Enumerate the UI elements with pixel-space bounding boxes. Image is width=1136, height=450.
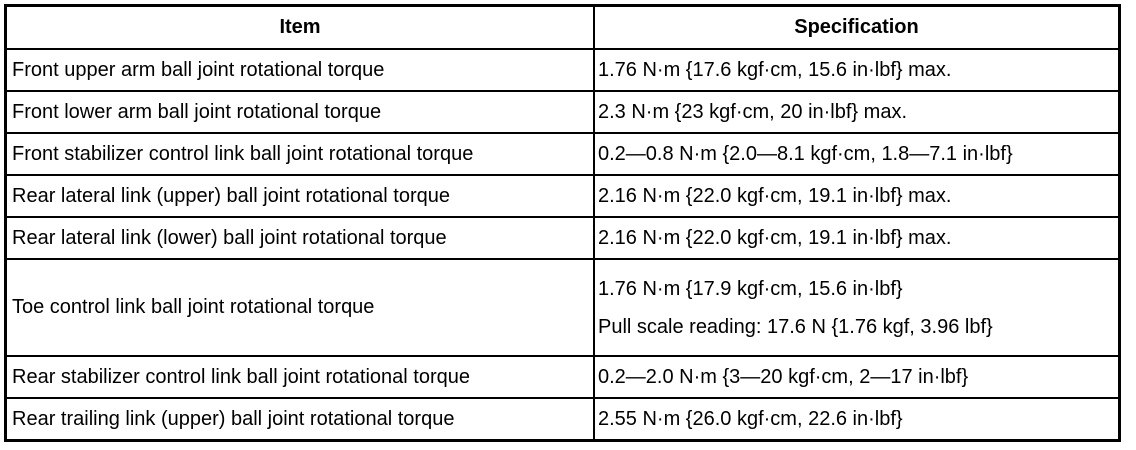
item-cell: Rear trailing link (upper) ball joint ro… xyxy=(4,397,595,442)
item-cell: Front stabilizer control link ball joint… xyxy=(4,132,595,176)
spacer xyxy=(598,301,1118,315)
item-cell: Rear lateral link (lower) ball joint rot… xyxy=(4,216,595,260)
item-cell: Rear lateral link (upper) ball joint rot… xyxy=(4,174,595,218)
item-cell: Front lower arm ball joint rotational to… xyxy=(4,90,595,134)
table-row: Rear lateral link (upper) ball joint rot… xyxy=(4,174,1121,218)
spec-cell: 2.3 N·m {23 kgf·cm, 20 in·lbf} max. xyxy=(593,90,1121,134)
header-row: Item Specification xyxy=(4,4,1121,50)
table-row: Front stabilizer control link ball joint… xyxy=(4,132,1121,176)
spec-cell: 0.2—2.0 N·m {3—20 kgf·cm, 2—17 in·lbf} xyxy=(593,355,1121,399)
table-row: Toe control link ball joint rotational t… xyxy=(4,258,1121,357)
spec-cell: 2.16 N·m {22.0 kgf·cm, 19.1 in·lbf} max. xyxy=(593,216,1121,260)
item-cell: Rear stabilizer control link ball joint … xyxy=(4,355,595,399)
item-cell: Toe control link ball joint rotational t… xyxy=(4,258,595,357)
specification-table: Item Specification Front upper arm ball … xyxy=(4,4,1121,442)
spec-line: Pull scale reading: 17.6 N {1.76 kgf, 3.… xyxy=(598,315,993,338)
spec-cell: 2.16 N·m {22.0 kgf·cm, 19.1 in·lbf} max. xyxy=(593,174,1121,218)
spec-cell: 0.2—0.8 N·m {2.0—8.1 kgf·cm, 1.8—7.1 in·… xyxy=(593,132,1121,176)
table-row: Rear stabilizer control link ball joint … xyxy=(4,355,1121,399)
header-specification: Specification xyxy=(593,4,1121,50)
spec-line: 1.76 N·m {17.9 kgf·cm, 15.6 in·lbf} xyxy=(598,277,903,300)
table-row: Rear trailing link (upper) ball joint ro… xyxy=(4,397,1121,442)
table-row: Front lower arm ball joint rotational to… xyxy=(4,90,1121,134)
spec-cell: 1.76 N·m {17.6 kgf·cm, 15.6 in·lbf} max. xyxy=(593,48,1121,92)
spec-cell: 1.76 N·m {17.9 kgf·cm, 15.6 in·lbf} Pull… xyxy=(593,258,1121,357)
item-cell: Front upper arm ball joint rotational to… xyxy=(4,48,595,92)
table-row: Front upper arm ball joint rotational to… xyxy=(4,48,1121,92)
table-row: Rear lateral link (lower) ball joint rot… xyxy=(4,216,1121,260)
spec-cell: 2.55 N·m {26.0 kgf·cm, 22.6 in·lbf} xyxy=(593,397,1121,442)
header-item: Item xyxy=(4,4,595,50)
